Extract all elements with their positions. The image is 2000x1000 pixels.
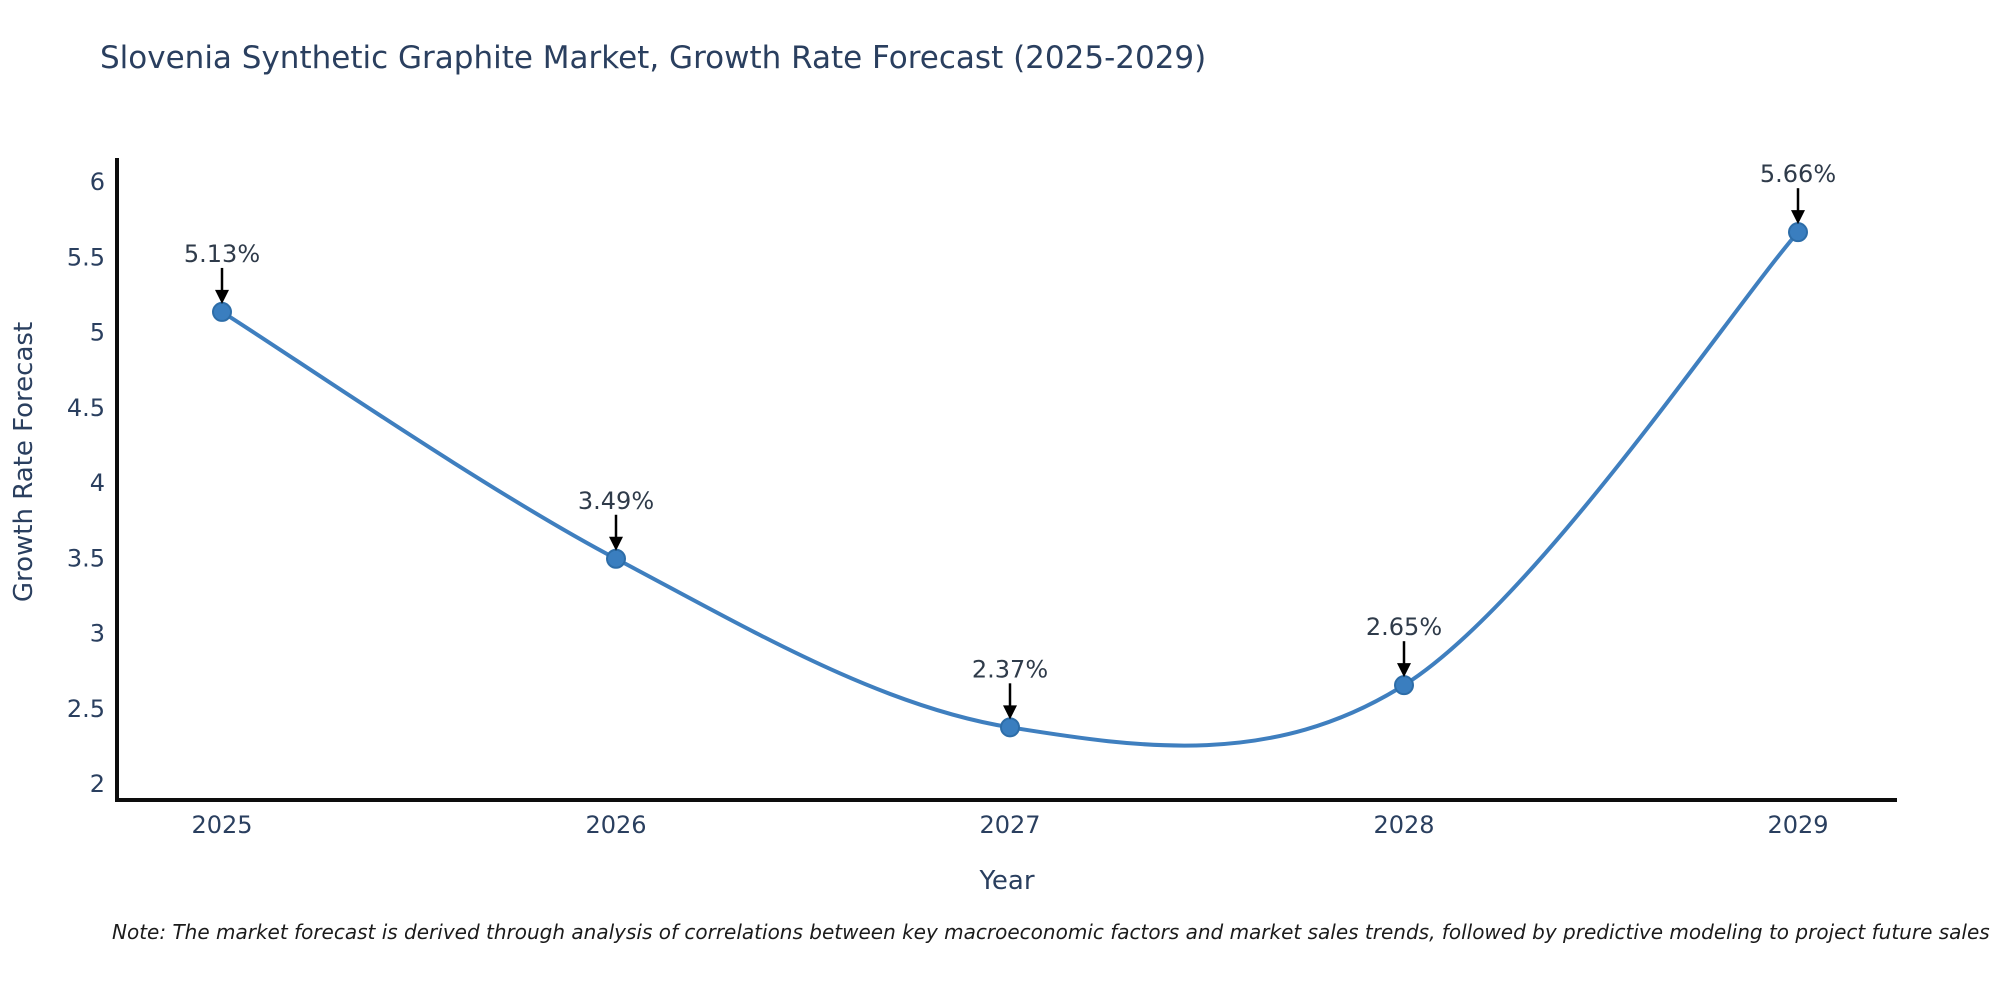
annotation-label-2026: 3.49% bbox=[578, 487, 654, 515]
y-axis-title: Growth Rate Forecast bbox=[9, 322, 39, 602]
axis-lines bbox=[115, 158, 1897, 802]
annotation-arrowhead bbox=[1397, 663, 1411, 678]
data-point-2026[interactable] bbox=[606, 548, 626, 569]
data-point-2025[interactable] bbox=[212, 301, 232, 322]
data-point-2027[interactable] bbox=[1000, 717, 1020, 738]
y-tick-label: 4.5 bbox=[67, 394, 105, 422]
annotation-label-2025: 5.13% bbox=[184, 240, 260, 268]
data-point-2029[interactable] bbox=[1788, 222, 1808, 243]
y-tick-label: 2.5 bbox=[67, 695, 105, 723]
annotation-arrowhead bbox=[1791, 210, 1805, 225]
y-tick-label: 5 bbox=[90, 319, 105, 347]
y-tick-label: 4 bbox=[90, 469, 105, 497]
chart-title: Slovenia Synthetic Graphite Market, Grow… bbox=[100, 40, 1207, 76]
x-tick-label: 2028 bbox=[1373, 811, 1434, 839]
y-tick-label: 2 bbox=[90, 770, 105, 798]
x-tick-label: 2029 bbox=[1767, 811, 1828, 839]
x-tick-label: 2026 bbox=[585, 811, 646, 839]
data-point-2028[interactable] bbox=[1394, 675, 1414, 696]
x-tick-label: 2027 bbox=[979, 811, 1040, 839]
annotation-label-2027: 2.37% bbox=[972, 655, 1048, 683]
annotation-arrowhead bbox=[1003, 705, 1017, 720]
annotation-label-2029: 5.66% bbox=[1760, 160, 1836, 188]
y-tick-label: 3 bbox=[90, 620, 105, 648]
y-tick-label: 5.5 bbox=[67, 243, 105, 271]
annotation-arrowhead bbox=[609, 536, 623, 551]
annotation-label-2028: 2.65% bbox=[1366, 613, 1442, 641]
annotation-arrowhead bbox=[215, 289, 229, 304]
x-axis-title: Year bbox=[978, 866, 1034, 896]
y-tick-label: 6 bbox=[90, 168, 105, 196]
y-tick-label: 3.5 bbox=[67, 544, 105, 572]
footnote-text: Note: The market forecast is derived thr… bbox=[112, 920, 1990, 944]
x-tick-label: 2025 bbox=[191, 811, 252, 839]
